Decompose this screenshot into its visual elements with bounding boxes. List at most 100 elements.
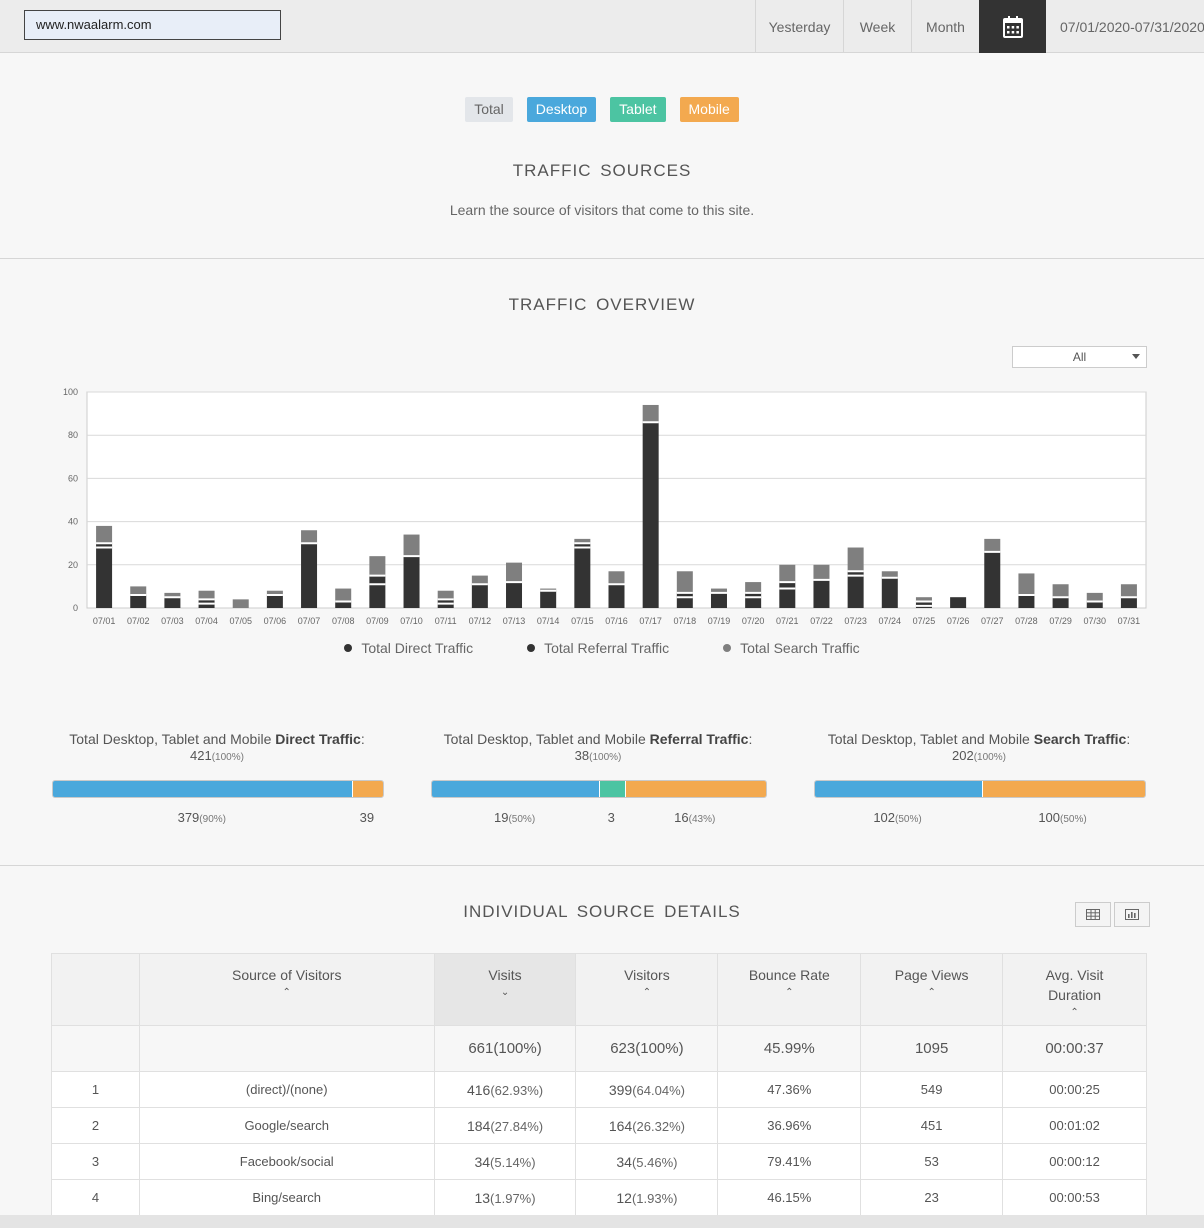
bar-segment-direct[interactable] bbox=[984, 551, 1001, 608]
bar-segment-direct[interactable] bbox=[96, 547, 113, 608]
bar-segment-referral[interactable] bbox=[847, 571, 864, 576]
legend-item-direct[interactable]: Total Direct Traffic bbox=[344, 640, 473, 656]
bar-segment-search[interactable] bbox=[847, 547, 864, 572]
period-month-button[interactable]: Month bbox=[911, 0, 979, 53]
period-week-button[interactable]: Week bbox=[843, 0, 911, 53]
bar-segment-direct[interactable] bbox=[779, 588, 796, 608]
device-tab-tablet[interactable]: Tablet bbox=[610, 97, 666, 122]
bar-segment-direct[interactable] bbox=[369, 584, 386, 608]
legend-item-search[interactable]: Total Search Traffic bbox=[723, 640, 860, 656]
bar-segment-direct[interactable] bbox=[335, 601, 352, 608]
row-source[interactable]: (direct)/(none) bbox=[138, 1071, 435, 1108]
bar-segment-search[interactable] bbox=[915, 597, 932, 602]
bar-segment-search[interactable] bbox=[130, 586, 147, 596]
bar-segment-referral[interactable] bbox=[745, 592, 762, 598]
bar-segment-direct[interactable] bbox=[1052, 597, 1069, 608]
bar-segment-direct[interactable] bbox=[642, 422, 659, 608]
bar-segment-direct[interactable] bbox=[540, 590, 557, 608]
legend-item-referral[interactable]: Total Referral Traffic bbox=[527, 640, 669, 656]
bar-segment-referral[interactable] bbox=[779, 582, 796, 589]
device-tab-desktop[interactable]: Desktop bbox=[526, 97, 597, 122]
bar-segment-direct[interactable] bbox=[266, 595, 283, 608]
bar-segment-search[interactable] bbox=[164, 592, 181, 598]
bar-segment[interactable] bbox=[599, 781, 626, 797]
bar-segment-search[interactable] bbox=[198, 590, 215, 600]
bar-segment-direct[interactable] bbox=[1018, 595, 1035, 608]
column-header-source[interactable]: Source of Visitors ⌃ bbox=[138, 953, 435, 1026]
bar-segment-search[interactable] bbox=[1086, 592, 1103, 602]
bar-segment-search[interactable] bbox=[710, 588, 727, 593]
bar-segment-search[interactable] bbox=[437, 590, 454, 600]
bar-segment-referral[interactable] bbox=[96, 543, 113, 548]
bar-segment-direct[interactable] bbox=[710, 592, 727, 608]
bar-segment-search[interactable] bbox=[540, 588, 557, 591]
bar-segment-referral[interactable] bbox=[369, 575, 386, 585]
bar-segment[interactable] bbox=[352, 781, 383, 797]
bar-segment[interactable] bbox=[815, 781, 982, 797]
bar-segment-search[interactable] bbox=[1052, 584, 1069, 598]
bar-segment[interactable] bbox=[53, 781, 353, 797]
row-source[interactable]: Facebook/social bbox=[138, 1143, 435, 1180]
bar-segment-search[interactable] bbox=[1018, 573, 1035, 596]
table-row[interactable]: 4 Bing/search 13(1.97%) 12(1.93%) 46.15% 23 00… bbox=[51, 1179, 1147, 1216]
column-header-visitors[interactable]: Visitors ⌃ bbox=[575, 953, 719, 1026]
bar-segment-referral[interactable] bbox=[437, 599, 454, 604]
bar-segment-direct[interactable] bbox=[813, 579, 830, 608]
table-row[interactable]: 2 Google/search 184(27.84%) 164(26.32%) 36.9… bbox=[51, 1107, 1147, 1144]
bar-segment-direct[interactable] bbox=[950, 597, 967, 608]
bar-segment-direct[interactable] bbox=[301, 543, 318, 608]
bar-segment-search[interactable] bbox=[608, 571, 625, 585]
row-source[interactable]: Google/search bbox=[138, 1107, 435, 1144]
bar-segment-direct[interactable] bbox=[915, 605, 932, 608]
bar-segment-search[interactable] bbox=[369, 556, 386, 576]
bar-segment-search[interactable] bbox=[642, 404, 659, 423]
bar-segment-direct[interactable] bbox=[676, 597, 693, 608]
bar-segment-referral[interactable] bbox=[198, 599, 215, 604]
bar-segment-referral[interactable] bbox=[574, 543, 591, 548]
traffic-filter-select[interactable]: All bbox=[1012, 346, 1147, 368]
bar-segment-direct[interactable] bbox=[198, 603, 215, 608]
bar-segment-search[interactable] bbox=[745, 582, 762, 593]
bar-segment-search[interactable] bbox=[813, 564, 830, 580]
bar-segment-search[interactable] bbox=[574, 538, 591, 544]
bar-segment-search[interactable] bbox=[506, 562, 523, 583]
bar-segment-direct[interactable] bbox=[1086, 601, 1103, 608]
bar-segment-search[interactable] bbox=[984, 538, 1001, 552]
bar-segment-direct[interactable] bbox=[164, 597, 181, 608]
column-header-visits[interactable]: Visits ⌄ bbox=[433, 953, 577, 1026]
bar-segment[interactable] bbox=[625, 781, 766, 797]
bar-segment-direct[interactable] bbox=[506, 582, 523, 608]
bar-segment-search[interactable] bbox=[779, 564, 796, 583]
bar-segment-direct[interactable] bbox=[745, 597, 762, 608]
bar-segment[interactable] bbox=[432, 781, 599, 797]
bar-segment-referral[interactable] bbox=[915, 601, 932, 606]
column-header-page-views[interactable]: Page Views ⌃ bbox=[860, 953, 1004, 1026]
bar-segment-search[interactable] bbox=[881, 571, 898, 578]
bar-segment-direct[interactable] bbox=[574, 547, 591, 608]
device-tab-mobile[interactable]: Mobile bbox=[679, 97, 739, 122]
bar-segment-search[interactable] bbox=[96, 525, 113, 544]
bottom-scroll-strip[interactable] bbox=[0, 1215, 1204, 1228]
bar-segment-search[interactable] bbox=[232, 599, 249, 608]
bar-segment-search[interactable] bbox=[676, 571, 693, 593]
bar-segment-referral[interactable] bbox=[676, 592, 693, 598]
bar-segment-search[interactable] bbox=[335, 588, 352, 602]
site-selector-input[interactable]: www.nwaalarm.com bbox=[24, 10, 281, 40]
table-row[interactable]: 3 Facebook/social 34(5.14%) 34(5.46%) 79.41%… bbox=[51, 1143, 1147, 1180]
table-row[interactable]: 1 (direct)/(none) 416(62.93%) 399(64.04%) 47… bbox=[51, 1071, 1147, 1108]
bar-segment-direct[interactable] bbox=[403, 556, 420, 608]
bar-segment-search[interactable] bbox=[266, 590, 283, 596]
date-range-display[interactable]: 07/01/2020-07/31/2020 bbox=[1060, 18, 1204, 35]
bar-segment-direct[interactable] bbox=[881, 577, 898, 608]
bar-segment-direct[interactable] bbox=[437, 603, 454, 608]
bar-segment-search[interactable] bbox=[1120, 584, 1137, 598]
bar-segment-direct[interactable] bbox=[1120, 597, 1137, 608]
bar-segment-direct[interactable] bbox=[471, 584, 488, 608]
row-source[interactable]: Bing/search bbox=[138, 1179, 435, 1216]
calendar-button[interactable] bbox=[979, 0, 1046, 53]
table-view-button[interactable] bbox=[1075, 902, 1111, 927]
bar-segment-search[interactable] bbox=[301, 530, 318, 544]
column-header-avg-duration[interactable]: Avg. Visit Duration ⌃ bbox=[1002, 953, 1147, 1026]
period-yesterday-button[interactable]: Yesterday bbox=[755, 0, 843, 53]
bar-segment-search[interactable] bbox=[403, 534, 420, 557]
